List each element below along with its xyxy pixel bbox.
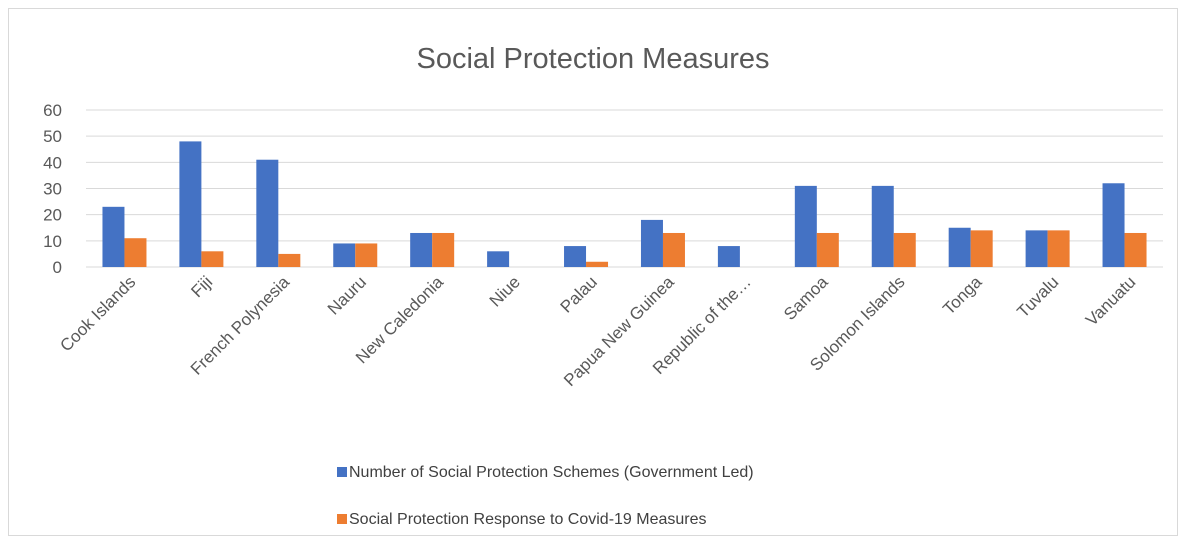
bar-schemes [1102,183,1125,267]
bar-covid [201,251,224,267]
bar-covid [124,238,147,267]
legend-label-covid: Social Protection Response to Covid-19 M… [349,511,707,528]
bar-schemes [717,246,740,267]
bar-covid [970,230,993,267]
bar-schemes [256,159,279,267]
bar-schemes [1025,230,1048,267]
x-tick-label: Fiji [187,272,216,301]
y-tick-label: 40 [43,153,62,172]
legend-swatch-covid [337,514,347,524]
y-axis-ticks: 0 10 20 30 40 50 60 [43,101,62,277]
y-tick-label: 0 [53,258,62,277]
y-tick-label: 30 [43,180,62,199]
legend: Number of Social Protection Schemes (Gov… [337,464,754,528]
legend-swatch-schemes [337,467,347,477]
bar-schemes [102,206,125,267]
chart-title: Social Protection Measures [417,43,770,75]
bar-covid [278,253,301,267]
bar-schemes [333,243,356,267]
y-tick-label: 50 [43,127,62,146]
y-tick-label: 10 [43,232,62,251]
bar-schemes [794,185,817,267]
bar-covid [355,243,378,267]
bar-schemes [410,232,433,267]
x-tick-label: Nauru [324,272,370,318]
bar-covid [816,232,839,267]
bar-schemes [640,219,663,267]
bars [102,141,1147,267]
legend-label-schemes: Number of Social Protection Schemes (Gov… [349,464,754,481]
legend-item-covid: Social Protection Response to Covid-19 M… [337,511,707,528]
x-tick-label: Cook Islands [56,272,139,355]
x-tick-label: Palau [557,272,601,316]
y-tick-label: 60 [43,101,62,120]
x-tick-label: Samoa [780,272,832,324]
bar-covid [893,232,916,267]
bar-covid [1047,230,1070,267]
y-tick-label: 20 [43,206,62,225]
bar-schemes [871,185,894,267]
bar-schemes [487,251,510,267]
chart-frame [8,8,1178,536]
bar-schemes [948,227,971,267]
bar-schemes [179,141,202,267]
bar-schemes [564,246,587,267]
x-tick-label: Niue [486,272,524,310]
x-tick-label: Tonga [939,272,986,319]
gridlines [86,109,1163,268]
bar-covid [586,261,609,267]
x-tick-label: Tuvalu [1013,272,1062,321]
bar-covid [1124,232,1147,267]
bar-covid [662,232,685,267]
bar-covid [432,232,455,267]
x-tick-label: Vanuatu [1082,272,1139,329]
legend-item-schemes: Number of Social Protection Schemes (Gov… [337,464,754,481]
